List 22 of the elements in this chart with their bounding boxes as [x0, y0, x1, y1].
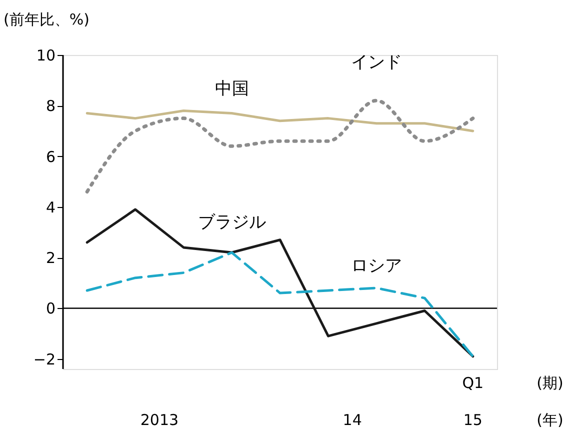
- y-tick-label: 4: [46, 198, 56, 216]
- y-axis-title: (前年比、%): [4, 10, 90, 28]
- text: (年): [536, 411, 564, 429]
- line-series: [85, 98, 475, 194]
- line-series: [86, 109, 474, 132]
- series-label: ブラジル: [198, 212, 266, 233]
- y-tick-label: 2: [46, 249, 56, 268]
- text: (期): [536, 374, 564, 392]
- y-tick-label: 6: [46, 148, 56, 166]
- y-tick-label: −2: [33, 350, 56, 368]
- text: Q1: [462, 374, 484, 392]
- text: 14: [342, 411, 362, 429]
- text: 2013: [140, 411, 179, 429]
- text: 15: [463, 411, 482, 429]
- text: インド: [350, 52, 402, 73]
- series-label: 中国: [214, 79, 249, 100]
- y-tick-label: 8: [46, 97, 56, 116]
- line-series: [86, 208, 474, 358]
- y-tick-label: 10: [36, 46, 56, 64]
- y-tick-label: 0: [46, 300, 56, 318]
- series-label: ロシア: [350, 256, 402, 276]
- line-series: [86, 251, 474, 358]
